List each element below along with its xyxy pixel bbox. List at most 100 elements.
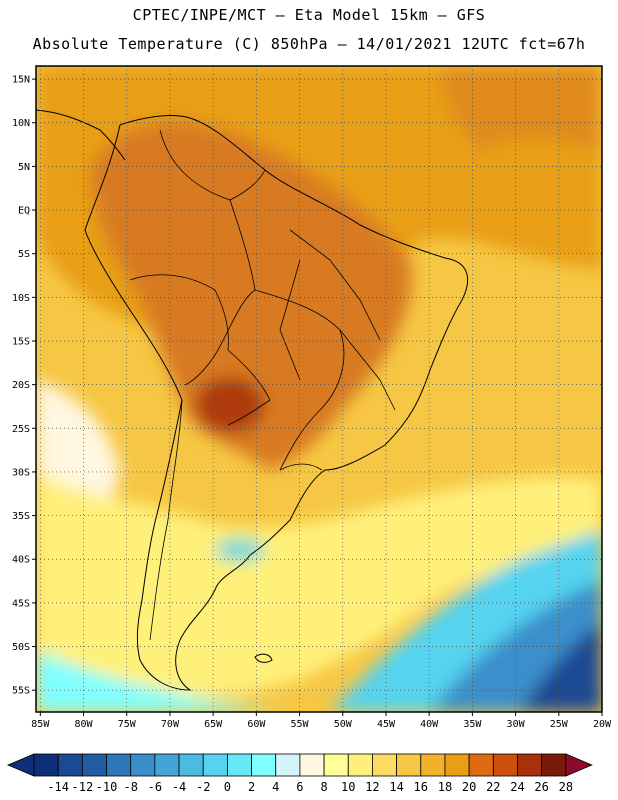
lon-label: 40W [420,719,439,730]
colorbar-swatch [444,753,470,777]
map-frame [35,65,603,713]
colorbar-label: 8 [320,780,327,794]
border-peru-bolivia [129,274,229,351]
colorbar-swatch [226,753,252,777]
colorbar-label: 14 [389,780,403,794]
colorbar-swatch [468,753,494,777]
political-borders [129,129,396,641]
title-line-model: CPTEC/INPE/MCT – Eta Model 15km – GFS [132,6,486,24]
colorbar-swatch [420,753,446,777]
colorbar-label: 4 [272,780,279,794]
colorbar-swatch [275,753,301,777]
border-brazil-west [184,199,256,386]
lon-label: 80W [74,719,93,730]
colorbar-swatch [178,753,204,777]
lon-label: 30W [507,719,526,730]
latitude-labels: 15N 10N 5N EQ 5S 10S 15S 20S 25S 30S 35S 40S 45S 50S 5… [12,75,30,697]
lon-label: 20W [593,719,612,730]
border-argentina-chile [149,399,183,641]
field-continent-core [90,122,412,470]
colorbar-swatch [130,753,156,777]
border-uruguay [279,463,323,471]
field-deep-cold [520,620,602,712]
lon-label: 35W [463,719,482,730]
colorbar-swatch [347,753,373,777]
border-colombia-venezuela [159,129,266,201]
colorbar-swatch [154,753,180,777]
lon-label: 55W [291,719,310,730]
colorbar-min-arrow [6,753,35,777]
colorbar-label: 20 [462,780,476,794]
colorbar-label: 2 [248,780,255,794]
colorbar-max-arrow [565,753,593,777]
lat-label: 55S [12,686,30,697]
colorbar-label: 12 [365,780,379,794]
lon-label: 85W [31,719,50,730]
lat-label: 10N [12,118,30,129]
coastline-south-america [84,115,469,691]
lon-label: 70W [161,719,180,730]
lon-label: 25W [550,719,569,730]
border-paraguay [227,349,271,426]
lon-label: 45W [377,719,396,730]
colorbar-label: -2 [196,780,210,794]
lon-label: 75W [118,719,137,730]
lat-label: 15S [12,336,30,347]
colorbar-label: 24 [510,780,524,794]
coastlines [36,109,469,691]
colorbar-swatch [323,753,349,777]
colorbar-swatch [517,753,543,777]
temperature-field [36,66,602,712]
field-south-yellow [36,470,602,697]
field-patagonia-cold [215,538,265,562]
colorbar-label: -14 [47,780,69,794]
colorbar-label: 28 [559,780,573,794]
lat-label: 25S [12,424,30,435]
border-brazil-south [254,289,345,471]
title-line-variable: Absolute Temperature (C) 850hPa – 14/01/… [32,35,586,53]
colorbar-swatch [299,753,325,777]
lat-label: 5N [18,162,30,173]
colorbar-swatch [33,753,59,777]
colorbar-label: 6 [296,780,303,794]
field-ne-ocean-orange [440,66,602,150]
border-brazil-states [279,229,396,411]
colorbar-label: 0 [224,780,231,794]
colorbar-label: -4 [172,780,186,794]
colorbar-swatch [251,753,277,777]
coastline-falklands [254,653,273,663]
colorbar-swatch [372,753,398,777]
colorbar-swatch [81,753,107,777]
colorbar-swatch [202,753,228,777]
colorbar-label: 18 [438,780,452,794]
lat-label: 40S [12,555,30,566]
coastline-central-america [36,109,126,161]
lat-label: 30S [12,467,30,478]
lon-label: 50W [334,719,353,730]
colorbar-label: -10 [96,780,118,794]
colorbar-label: -12 [72,780,94,794]
colorbar-label: 26 [534,780,548,794]
lat-label: 50S [12,642,30,653]
colorbar-label: 16 [414,780,428,794]
lon-label: 60W [247,719,266,730]
colorbar-label: 10 [341,780,355,794]
colorbar: -14 -12 -10 -8 -6 -4 -2 0 2 4 6 8 10 12 14 16 18 20 22 24 26… [6,753,593,794]
colorbar-swatch [57,753,83,777]
lat-label: EQ [18,206,30,217]
lon-label: 65W [204,719,223,730]
colorbar-label: -6 [148,780,162,794]
colorbar-label: -8 [123,780,137,794]
colorbar-swatch [492,753,518,777]
field-chaco-hotspot [195,377,265,433]
lat-label: 45S [12,598,30,609]
colorbar-swatch [541,753,567,777]
colorbar-swatch [106,753,132,777]
field-southern-cold-band [36,650,280,712]
lat-label: 10S [12,293,30,304]
colorbar-swatch [396,753,422,777]
longitude-labels: 85W 80W 75W 70W 65W 60W 55W 50W 45W 40W 35W 30W 25W 2… [31,719,612,730]
lat-label: 20S [12,380,30,391]
lat-label: 5S [18,249,30,260]
